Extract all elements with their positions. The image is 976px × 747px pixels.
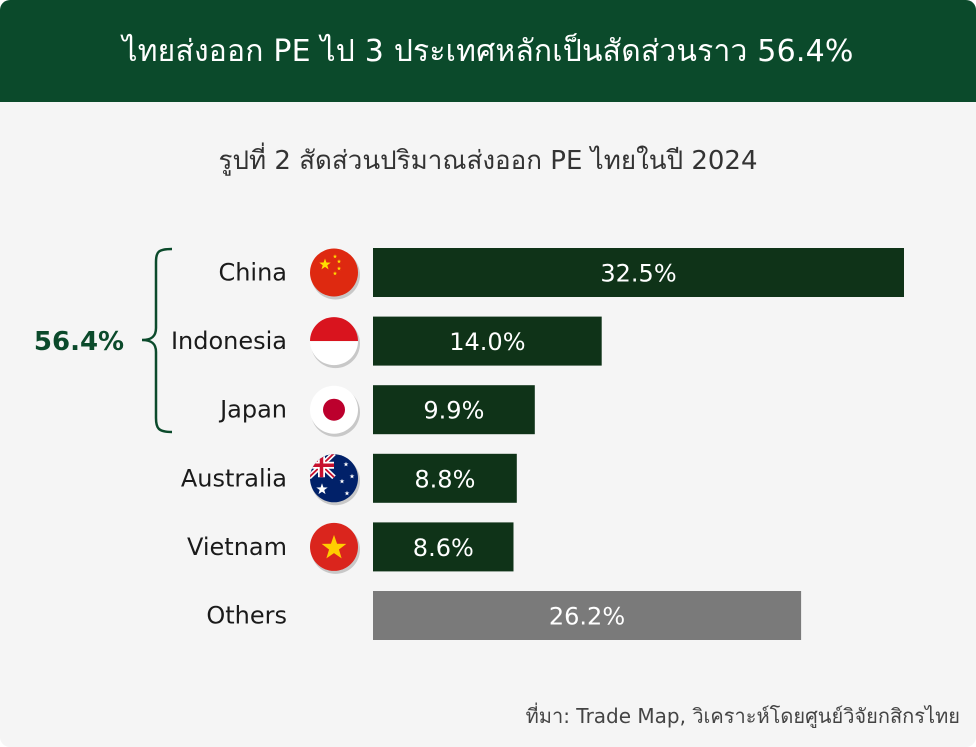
bar-value-label: 8.8% xyxy=(414,465,475,493)
source-note: ที่มา: Trade Map, วิเคราะห์โดยศูนย์วิจัย… xyxy=(525,704,960,728)
bar-value-label: 26.2% xyxy=(549,603,625,631)
bracket-line xyxy=(141,247,173,434)
bar-rows: China 32.5% Indonesia 14.0% Japan 9.9% Austral… xyxy=(171,248,904,640)
bar-value-label: 32.5% xyxy=(600,260,676,288)
bar xyxy=(373,591,802,640)
category-label: Vietnam xyxy=(187,533,287,561)
bar xyxy=(373,522,514,572)
china-flag-icon xyxy=(310,248,360,300)
indonesia-flag-icon xyxy=(310,317,360,369)
bar xyxy=(373,385,535,435)
category-label: Indonesia xyxy=(171,327,287,355)
chart-subtitle: รูปที่ 2 สัดส่วนปริมาณส่งออก PE ไทยในปี … xyxy=(218,146,758,176)
bar xyxy=(373,316,602,366)
japan-flag-icon xyxy=(310,385,360,437)
category-label: Japan xyxy=(218,396,287,424)
category-label: Australia xyxy=(181,464,287,492)
bar-value-label: 14.0% xyxy=(449,328,525,356)
category-label: Others xyxy=(206,602,287,630)
bar xyxy=(373,453,517,503)
bar-value-label: 9.9% xyxy=(423,397,484,425)
vietnam-flag-icon xyxy=(310,522,360,574)
category-label: China xyxy=(218,259,287,287)
header-title: ไทยส่งออก PE ไป 3 ประเทศหลักเป็นสัดส่วนร… xyxy=(122,33,854,69)
bar-value-label: 8.6% xyxy=(413,534,474,562)
bar xyxy=(373,248,904,297)
australia-flag-icon xyxy=(310,454,360,506)
top3-bracket: 56.4% xyxy=(34,247,173,434)
header-banner: ไทยส่งออก PE ไป 3 ประเทศหลักเป็นสัดส่วนร… xyxy=(0,0,976,102)
bracket-total-label: 56.4% xyxy=(34,327,124,357)
